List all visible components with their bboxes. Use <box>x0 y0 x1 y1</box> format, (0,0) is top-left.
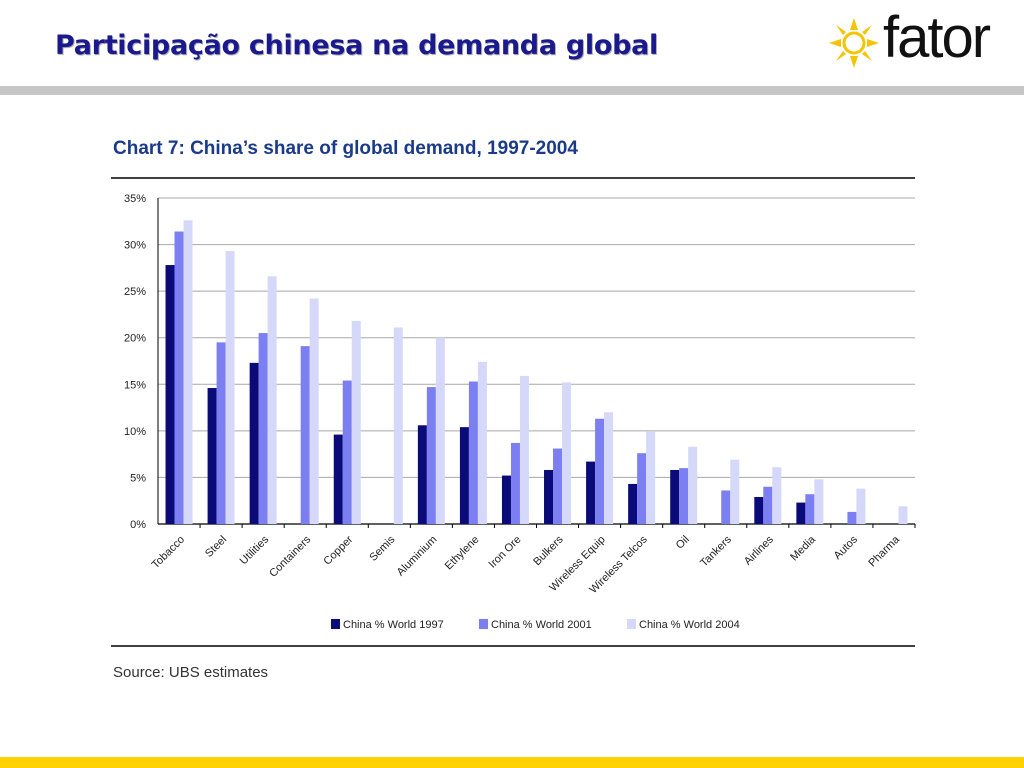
legend-label: China % World 1997 <box>343 619 444 631</box>
bar-chart: 0% 5% 10% 15% 20% 25% 30% 35% Tobacco Steel Utilit… <box>111 177 916 647</box>
x-tick-label: Airlines <box>742 533 776 567</box>
x-tick-label: Ethylene <box>443 534 482 573</box>
bar <box>393 327 403 524</box>
bar <box>847 511 857 524</box>
bar <box>670 469 680 524</box>
fator-logo: fator <box>825 6 1015 72</box>
bar <box>342 380 352 524</box>
bar <box>174 231 184 524</box>
bar <box>856 488 866 524</box>
legend-swatch <box>331 619 340 629</box>
legend-label: China % World 2004 <box>639 619 740 631</box>
bar <box>249 362 259 524</box>
bar <box>763 486 773 524</box>
y-tick-label: 25% <box>124 286 146 298</box>
bar <box>646 431 656 524</box>
x-tick-label: Autos <box>832 533 861 562</box>
slide-title: Participação chinesa na demanda global <box>55 30 658 61</box>
bar <box>754 496 764 524</box>
bar <box>519 375 529 524</box>
bar <box>165 265 175 524</box>
bar <box>805 494 815 524</box>
bar <box>300 346 310 524</box>
y-tick-label: 10% <box>124 426 146 438</box>
chart-panel: Chart 7: China’s share of global demand,… <box>103 118 933 690</box>
x-tick-label: Containers <box>267 533 313 579</box>
bar <box>501 475 511 524</box>
footer-rule <box>0 757 1024 768</box>
bar <box>216 342 226 524</box>
x-tick-label: Semis <box>367 533 397 563</box>
chart-title: Chart 7: China’s share of global demand,… <box>113 138 578 159</box>
y-tick-label: 30% <box>124 240 146 252</box>
y-tick-label: 0% <box>130 519 146 531</box>
x-tick-label: Tobacco <box>150 534 187 571</box>
logo-wordmark: fator <box>883 5 991 70</box>
x-tick-label: Iron Ore <box>487 534 524 571</box>
bar <box>477 361 487 524</box>
bar <box>207 388 217 524</box>
bar <box>309 298 319 524</box>
bar <box>435 337 445 524</box>
bar <box>459 427 469 524</box>
bar <box>637 453 647 524</box>
bar <box>814 479 824 524</box>
legend-swatch <box>479 619 488 629</box>
x-tick-label: Oil <box>674 534 692 552</box>
x-tick-label: Utilities <box>238 533 272 567</box>
legend-swatch <box>627 619 636 629</box>
bar <box>604 412 614 524</box>
x-tick-label: Tankers <box>698 533 734 569</box>
bar <box>183 220 193 524</box>
bar <box>586 461 596 524</box>
y-tick-label: 35% <box>124 193 146 205</box>
bar <box>544 469 554 524</box>
bar <box>628 483 638 524</box>
bar <box>510 442 520 524</box>
bar <box>679 468 689 524</box>
bar <box>898 506 908 524</box>
y-tick-label: 15% <box>124 379 146 391</box>
bar <box>595 418 605 524</box>
bar <box>730 459 740 524</box>
bar <box>688 446 698 524</box>
chart-source: Source: UBS estimates <box>113 664 269 681</box>
bar <box>258 333 268 524</box>
x-tick-label: Media <box>788 533 818 563</box>
legend-label: China % World 2001 <box>491 619 592 631</box>
bar <box>562 382 572 524</box>
x-tick-label: Copper <box>321 533 355 567</box>
bar <box>772 467 782 524</box>
bar <box>721 490 731 524</box>
y-tick-label: 5% <box>130 472 146 484</box>
x-tick-label: Bulkers <box>531 533 566 568</box>
sun-icon <box>829 18 879 68</box>
bar <box>796 502 806 524</box>
bar <box>225 251 235 524</box>
y-tick-label: 20% <box>124 333 146 345</box>
bar <box>267 276 277 524</box>
bar <box>417 425 427 524</box>
bar <box>351 320 361 524</box>
x-tick-label: Aluminium <box>395 534 440 579</box>
header-rule <box>0 86 1024 95</box>
bar <box>468 381 478 524</box>
bar <box>333 434 343 524</box>
bar <box>553 448 563 524</box>
bar <box>426 387 436 524</box>
x-tick-label: Pharma <box>866 533 902 569</box>
x-tick-label: Steel <box>203 534 229 560</box>
